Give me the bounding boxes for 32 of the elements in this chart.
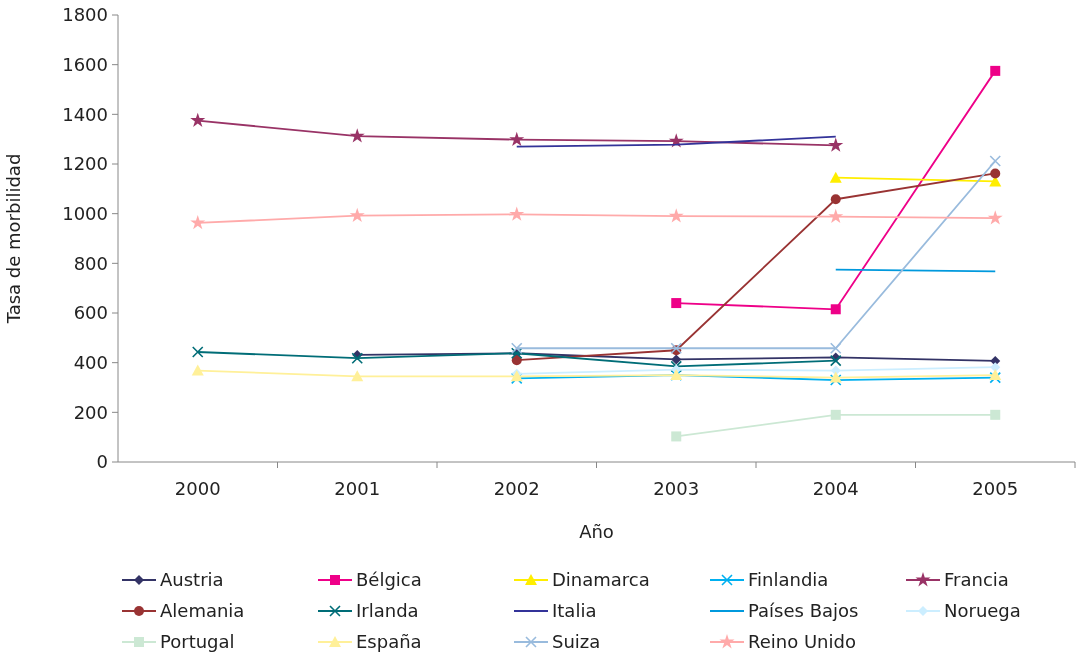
- x-axis-title: Año: [579, 521, 614, 542]
- y-tick-label: 0: [96, 451, 108, 473]
- x-tick-label: 2005: [972, 478, 1019, 499]
- legend-label: España: [356, 631, 422, 653]
- legend-label: Suiza: [552, 631, 601, 653]
- y-tick-label: 1200: [62, 153, 108, 175]
- y-tick-label: 1600: [62, 53, 108, 75]
- y-tick-label: 600: [73, 302, 108, 324]
- legend-label: Francia: [944, 569, 1009, 591]
- legend-label: Finlandia: [748, 569, 829, 591]
- legend-label: Países Bajos: [748, 600, 859, 622]
- legend-label: Portugal: [160, 631, 235, 653]
- y-tick-label: 1800: [62, 4, 108, 26]
- legend-label: Austria: [160, 569, 224, 591]
- y-tick-label: 1400: [62, 103, 108, 125]
- y-tick-label: 800: [73, 252, 108, 274]
- legend-label: Alemania: [160, 600, 245, 622]
- y-tick-label: 400: [73, 351, 108, 373]
- legend-label: Dinamarca: [552, 569, 650, 591]
- x-tick-label: 2002: [493, 478, 540, 499]
- x-tick-label: 2003: [653, 478, 700, 499]
- legend-label: Bélgica: [356, 569, 422, 591]
- legend-label: Italia: [552, 600, 597, 622]
- legend-label: Reino Unido: [748, 631, 856, 653]
- y-tick-label: 200: [73, 401, 108, 423]
- x-tick-label: 2000: [174, 478, 221, 499]
- y-tick-label: 1000: [62, 202, 108, 224]
- legend-label: Noruega: [944, 600, 1021, 622]
- y-axis-title: Tasa de morbilidad: [3, 153, 24, 325]
- x-tick-label: 2004: [812, 478, 859, 499]
- x-tick-label: 2001: [334, 478, 381, 499]
- legend-label: Irlanda: [356, 600, 419, 622]
